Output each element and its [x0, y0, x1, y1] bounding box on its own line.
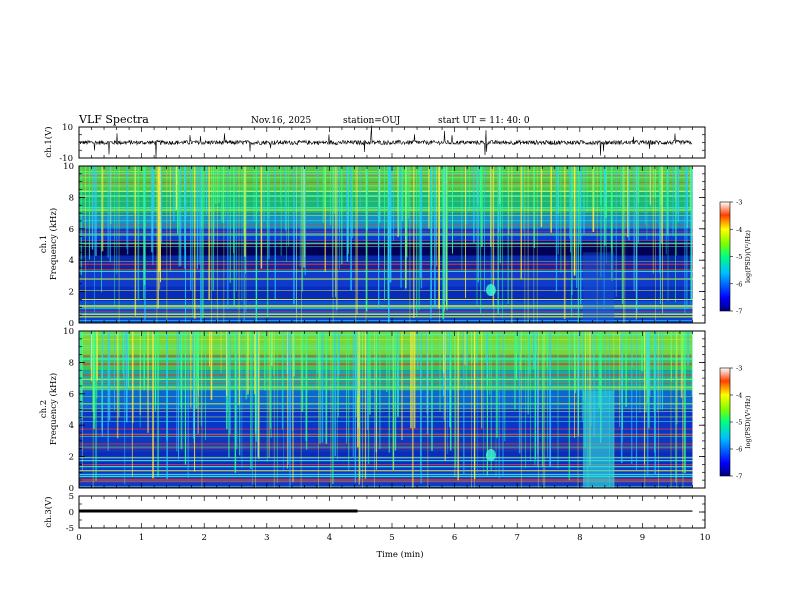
ylabel-line: Frequency (kHz) — [48, 373, 59, 445]
ylabel-line: ch.2 — [39, 400, 49, 418]
x-tick-label: 0 — [76, 533, 81, 543]
station-label: station=OUJ — [343, 116, 401, 126]
colorbar-tick-label: -7 — [736, 473, 742, 481]
x-tick-label: 8 — [577, 533, 582, 543]
y-tick-label: 0 — [69, 319, 74, 329]
start-time-label: start UT = 11: 40: 0 — [438, 116, 530, 126]
y-tick-label: 6 — [69, 390, 74, 400]
ch1-spectrogram-image — [79, 166, 693, 323]
colorbar-tick-label: -3 — [736, 365, 742, 373]
ch1-waveform-trace — [78, 125, 693, 159]
ch2-spectrogram-panel: 0 2 4 6 8 10 ch.2Frequency (kHz) — [39, 327, 706, 494]
figure-title: VLF Spectra — [78, 113, 149, 126]
colorbar-tick-label: -6 — [736, 446, 742, 454]
spectral-band — [79, 409, 693, 434]
broadband-noise-block — [582, 390, 615, 488]
x-tick-label: 3 — [264, 533, 269, 543]
y-tick-label: 8 — [69, 193, 74, 203]
emission-blob — [485, 284, 496, 297]
ch1-spectrogram-ylabel-ch: ch.1Frequency (kHz) — [39, 208, 59, 280]
ch1-ytick-10: 10 — [62, 123, 73, 133]
ch1-spectrogram-ticks: 0 2 4 6 8 10 — [63, 162, 706, 329]
y-tick-label: 8 — [69, 358, 74, 368]
x-tick-label: 9 — [640, 533, 645, 543]
spectral-band — [79, 241, 693, 256]
y-tick-label: 2 — [69, 288, 74, 298]
colorbar-label: log(PSD)(V²/Hz) — [744, 395, 752, 448]
colorbar-gradient — [719, 201, 731, 312]
y-tick-label: 6 — [69, 225, 74, 235]
ch3-waveform-ylabel: ch.3(V) — [43, 496, 54, 527]
ylabel-line: Frequency (kHz) — [48, 208, 59, 280]
colorbar-gradient — [719, 367, 731, 477]
y-tick-label: 2 — [69, 453, 74, 463]
high-frequency-band — [79, 331, 693, 355]
colorbar-tick-label: -6 — [736, 280, 742, 288]
y-tick-label: 4 — [69, 421, 74, 431]
date-label: Nov.16, 2025 — [251, 116, 312, 126]
ylabel-line: ch.1 — [39, 235, 49, 253]
x-axis-label: Time (min) — [376, 549, 423, 560]
x-tick-label: 6 — [452, 533, 457, 543]
x-tick-label: 1 — [139, 533, 144, 543]
ch1-waveform-ticks — [78, 126, 706, 159]
colorbar-tick-label: -3 — [736, 199, 742, 207]
colorbar-tick-label: -7 — [736, 308, 742, 316]
figure-header: VLF Spectra Nov.16, 2025 station=OUJ sta… — [78, 113, 530, 126]
ch1-ytick-neg10: -10 — [59, 154, 73, 164]
spectral-band — [79, 390, 693, 410]
y-tick-label: 5 — [69, 492, 74, 502]
y-tick-label: 0 — [69, 484, 74, 494]
spectral-band — [79, 255, 693, 272]
x-tick-label: 2 — [201, 533, 206, 543]
ch2-colorbar: -3 -4 -5 -6 -7 log(PSD)(V²/Hz) — [719, 365, 752, 481]
broadband-noise-block — [582, 252, 615, 323]
ch1-waveform-panel: 10 -10 ch.1(V) — [43, 123, 706, 164]
y-tick-label: 4 — [69, 256, 74, 266]
y-tick-label: 0 — [69, 508, 74, 518]
x-tick-label: 7 — [514, 533, 519, 543]
y-tick-label: 10 — [63, 327, 74, 337]
colorbar-tick-label: -4 — [736, 226, 742, 234]
ch1-waveform-ylabel: ch.1(V) — [43, 126, 54, 157]
x-tick-label: 10 — [700, 533, 711, 543]
ch2-spectrogram-image — [78, 330, 693, 488]
ch2-spectrogram-ylabel: ch.2Frequency (kHz) — [39, 373, 59, 445]
x-tick-label: 5 — [389, 533, 394, 543]
colorbar-tick-label: -4 — [736, 392, 742, 400]
colorbar-tick-label: -5 — [736, 253, 742, 261]
ch1-spectrogram-panel: 0 2 4 6 8 10 ch.1Frequency (kHz) — [39, 162, 706, 329]
emission-blob — [485, 449, 496, 462]
x-tick-label: 4 — [327, 533, 332, 543]
colorbar-tick-label: -5 — [736, 419, 742, 427]
ch2-spectrogram-ticks: 0 2 4 6 8 10 — [63, 327, 706, 494]
y-tick-label: 10 — [63, 162, 74, 172]
colorbar-label: log(PSD)(V²/Hz) — [744, 230, 752, 283]
y-tick-label: -5 — [66, 524, 74, 534]
ch1-colorbar: -3 -4 -5 -6 -7 log(PSD)(V²/Hz) — [719, 199, 752, 316]
